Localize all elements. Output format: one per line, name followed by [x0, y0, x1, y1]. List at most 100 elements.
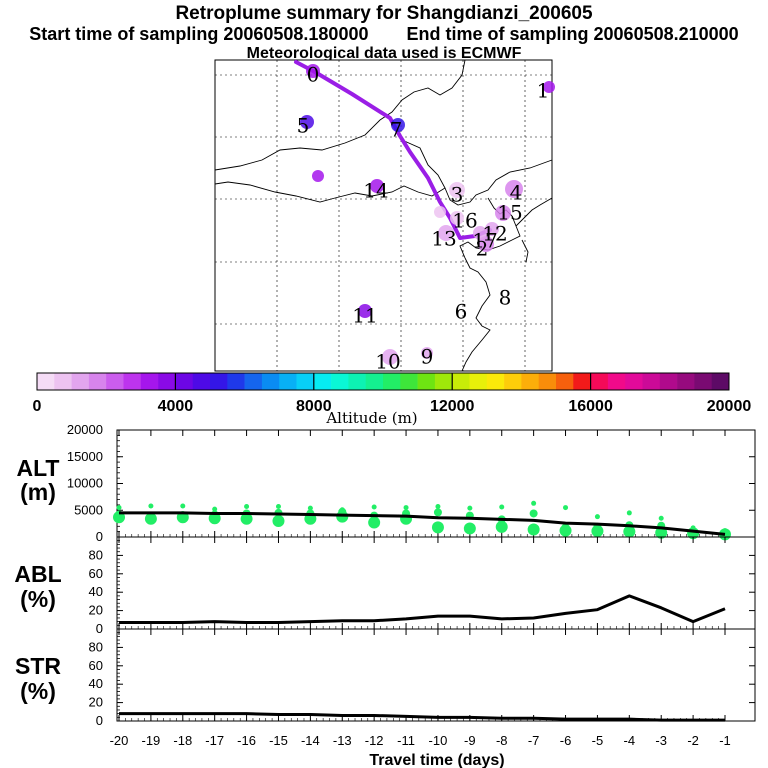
x-tick-label: -17: [205, 733, 224, 748]
alt-point: [180, 503, 186, 509]
y-tick-label: 0: [96, 529, 103, 544]
colorbar-cell: [677, 373, 695, 390]
cluster-label-6: 6: [455, 300, 468, 324]
x-tick-label: -8: [496, 733, 508, 748]
x-tick-label: -13: [333, 733, 352, 748]
cluster-dot-2: [478, 236, 494, 252]
colorbar-cell: [486, 373, 505, 390]
alt-point: [463, 522, 476, 535]
x-tick-label: -3: [655, 733, 667, 748]
alt-point: [144, 512, 157, 525]
colorbar-cell: [469, 373, 488, 390]
y-axis-label: STR: [15, 653, 61, 679]
cluster-label-4: 4: [510, 181, 523, 205]
alt-point: [212, 506, 218, 512]
x-tick-label: -1: [719, 733, 731, 748]
cluster-label-0: 0: [307, 63, 320, 87]
colorbar-frame: [36, 372, 730, 391]
x-tick-label: -20: [110, 733, 129, 748]
colorbar-ticks: 0 4000 8000 12000 16000 20000: [33, 373, 751, 415]
x-tick-label: -7: [528, 733, 540, 748]
colorbar-cell: [642, 373, 661, 390]
colorbar-cell: [538, 373, 557, 390]
cluster-dot-5: [300, 115, 314, 129]
y-tick-label: 80: [89, 639, 103, 654]
alt-point: [559, 524, 572, 537]
alt-point: [495, 520, 508, 533]
panel-abl: 80 60 40 20 0 ABL(%): [14, 536, 756, 636]
cluster-dot-11: [358, 304, 372, 318]
alt-point: [371, 504, 377, 510]
alt-point: [208, 512, 221, 525]
colorbar-cell: [590, 373, 609, 390]
x-tick-label: -9: [464, 733, 476, 748]
colorbar-tick-label: 8000: [296, 398, 332, 415]
cluster-label-17: 17: [472, 229, 497, 253]
alt-point: [116, 505, 122, 511]
x-axis-label: Travel time (days): [369, 752, 504, 768]
cluster-label-8: 8: [499, 286, 512, 310]
cluster-dot-0: [306, 64, 320, 78]
alt-point: [244, 504, 250, 510]
cluster-label-15: 15: [497, 201, 522, 225]
colorbar-cell: [313, 373, 332, 390]
series-line-abl: [119, 594, 726, 625]
colorbar-cell: [227, 373, 245, 390]
alt-point: [531, 500, 537, 506]
cluster-dot-17: [473, 226, 487, 240]
y-tick-label: 40: [89, 676, 103, 691]
colorbar-cell: [123, 373, 142, 390]
alt-point: [655, 526, 668, 539]
alt-point: [626, 510, 632, 516]
y-tick-label: 20000: [67, 422, 103, 437]
alt-point: [527, 523, 540, 536]
colorbar-cell: [158, 373, 176, 390]
cluster-dot-12: [485, 222, 499, 236]
alt-point: [529, 509, 538, 518]
colorbar-cells: [37, 373, 730, 390]
colorbar-cell: [54, 373, 72, 390]
alt-point: [403, 505, 409, 511]
x-tick-label: -18: [173, 733, 192, 748]
alt-point: [275, 504, 281, 510]
alt-point: [240, 512, 253, 525]
y-tick-label: 20: [89, 603, 103, 618]
cluster-dot-3: [449, 182, 465, 198]
colorbar-cell: [417, 373, 436, 390]
y-tick-label: 5000: [74, 502, 103, 517]
colorbar-cell: [659, 373, 678, 390]
x-tick-label: -19: [141, 733, 160, 748]
x-tick-label: -15: [269, 733, 288, 748]
trajectory-path: [294, 60, 492, 240]
cluster-label-11: 11: [352, 304, 377, 328]
cluster-label-14: 14: [363, 179, 388, 203]
colorbar-tick-label: 4000: [158, 398, 194, 415]
colorbar-cell: [711, 373, 730, 390]
time-series-panels: 20000150001000050000ALT(m)806040200ABL(%…: [14, 422, 756, 768]
colorbar-cell: [434, 373, 453, 390]
sampling-times: Start time of sampling 20060508.180000 E…: [0, 24, 768, 45]
alt-point: [272, 514, 285, 527]
coastline-east: [461, 257, 491, 372]
alt-point: [467, 505, 473, 511]
colorbar-cell: [556, 373, 574, 390]
colorbar-tick-label: 12000: [430, 398, 475, 415]
cluster-dot-8: [312, 170, 324, 182]
alt-point: [148, 503, 154, 509]
border-northeast: [444, 159, 553, 206]
y-tick-label: 0: [96, 713, 103, 728]
cluster-dot-16: [450, 211, 464, 225]
x-tick-label: -2: [687, 733, 699, 748]
colorbar-tick-label: 0: [33, 398, 42, 415]
colorbar-cell: [37, 373, 55, 390]
y-tick-label: 40: [89, 584, 103, 599]
x-tick-label: -12: [365, 733, 384, 748]
colorbar-cell: [694, 373, 712, 390]
altitude-colorbar: 0 4000 8000 12000 16000 20000 Altitude (m): [33, 372, 751, 427]
alt-point: [368, 516, 381, 529]
x-tick-label: -11: [397, 733, 415, 748]
